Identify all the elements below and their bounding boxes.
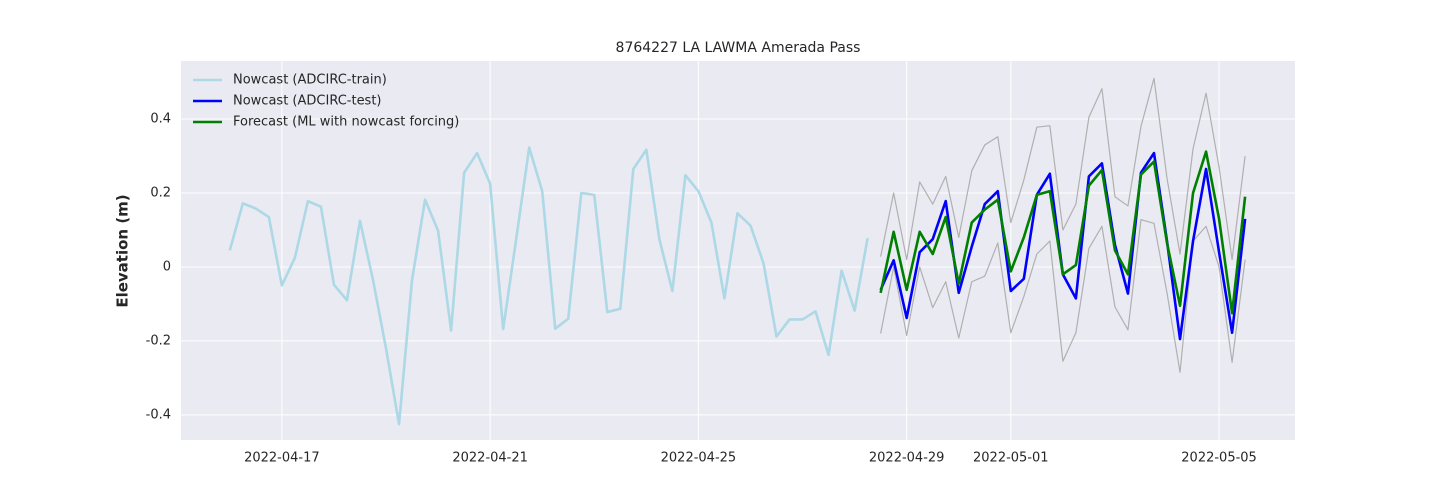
legend-label: Nowcast (ADCIRC-test): [233, 94, 382, 109]
lower-bound-line: [880, 219, 1246, 373]
legend-label: Nowcast (ADCIRC-train): [233, 73, 387, 88]
y-tick-label: -0.2: [146, 333, 171, 348]
x-tick-label: 2022-04-25: [661, 451, 737, 466]
x-tick-label: 2022-05-01: [973, 451, 1049, 466]
y-tick-label: -0.4: [146, 407, 171, 422]
marks: [228, 77, 1247, 426]
series-line: [879, 150, 1247, 315]
x-tick-label: 2022-04-17: [244, 451, 320, 466]
x-tick-label: 2022-04-29: [869, 451, 945, 466]
upper-bound-line: [880, 77, 1246, 261]
x-tick-label: 2022-05-05: [1181, 451, 1257, 466]
chart-title: 8764227 LA LAWMA Amerada Pass: [616, 40, 861, 56]
y-tick-label: 0.4: [150, 112, 171, 127]
y-tick-label: 0.2: [150, 186, 171, 201]
series-line: [228, 146, 869, 426]
y-tick-label: 0: [163, 259, 171, 274]
x-tick-label: 2022-04-21: [452, 451, 528, 466]
y-axis-label: Elevation (m): [114, 194, 132, 307]
legend-label: Forecast (ML with nowcast forcing): [233, 115, 459, 130]
